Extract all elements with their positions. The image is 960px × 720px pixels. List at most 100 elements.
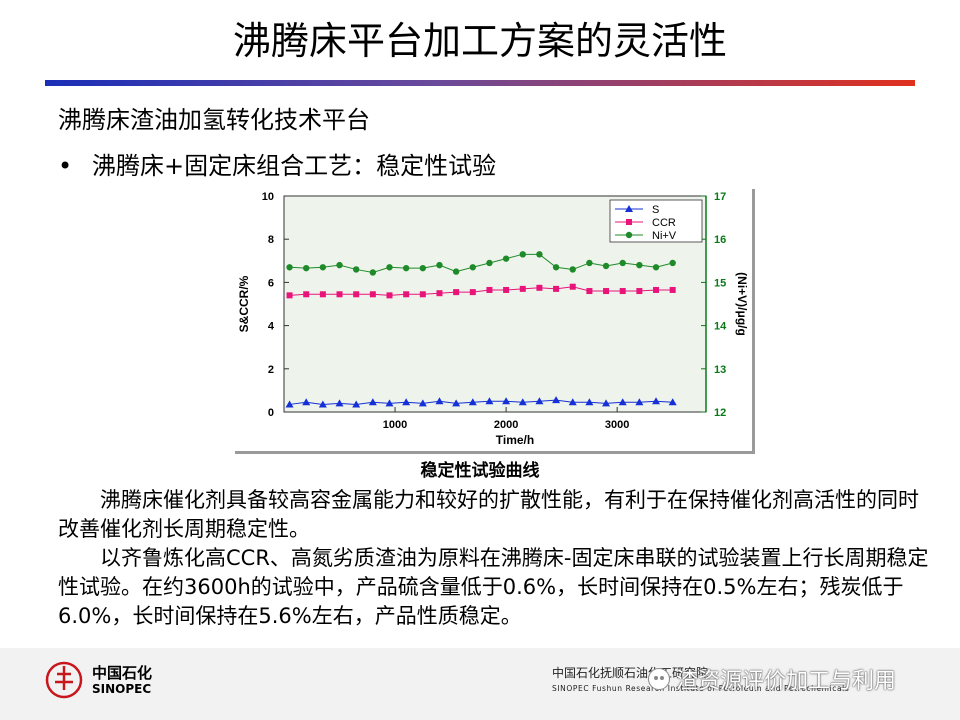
data-point (535, 397, 544, 405)
data-point (318, 400, 327, 408)
slide-title: 沸腾床平台加工方案的灵活性 (232, 19, 727, 63)
legend-label: Ni+V (652, 230, 677, 242)
data-point (386, 292, 393, 299)
data-point (402, 398, 411, 406)
legend-label: CCR (652, 217, 676, 229)
data-point (519, 285, 526, 292)
data-point (452, 399, 461, 407)
y-tick-label: 0 (268, 407, 274, 419)
sinopec-logo-icon (45, 661, 83, 699)
title-divider (45, 80, 915, 86)
data-point (619, 288, 626, 295)
paragraph-catalyst: 沸腾床催化剂具备较高容金属能力和较好的扩散性能，有利于在保持催化剂高活性的同时改… (58, 486, 938, 544)
x-tick-label: 1000 (383, 419, 407, 431)
paragraph-catalyst-text: 沸腾床催化剂具备较高容金属能力和较好的扩散性能，有利于在保持催化剂高活性的同时改… (58, 488, 919, 541)
data-point (568, 398, 577, 406)
data-point (468, 398, 477, 406)
data-point (669, 286, 676, 293)
chart-frame: 0 2 4 6 8 10 12 13 14 15 16 17 1000 2000 3000 Time/h S&C… (232, 186, 752, 451)
data-point (285, 400, 294, 408)
data-point (635, 398, 644, 406)
data-point (552, 264, 560, 271)
data-point (602, 262, 610, 270)
slide-footer (0, 648, 960, 720)
y-axis-label: S&CCR/% (237, 275, 251, 332)
data-point (668, 398, 677, 406)
data-point (386, 264, 393, 271)
data-point (336, 291, 343, 298)
legend-marker (625, 205, 633, 212)
data-point (653, 286, 660, 293)
bullet-symbol: • (58, 152, 73, 180)
data-point (303, 264, 310, 272)
data-point (486, 286, 493, 293)
bullet-text: 沸腾床+固定床组合工艺：稳定性试验 (92, 152, 497, 180)
data-point (336, 261, 343, 269)
y2-tick-label: 14 (714, 321, 727, 333)
legend-label: S (652, 204, 659, 216)
data-point (618, 398, 627, 406)
data-point (552, 396, 561, 404)
data-point (602, 399, 611, 407)
x-axis-label: Time/h (496, 433, 534, 447)
y2-tick-label: 16 (714, 234, 726, 246)
data-point (369, 269, 377, 276)
data-point (502, 255, 510, 262)
chart-caption: 稳定性试验曲线 (420, 461, 540, 481)
data-point (368, 398, 377, 406)
data-point (385, 399, 394, 407)
data-point (619, 259, 626, 267)
legend-marker (626, 219, 632, 225)
data-point (503, 286, 510, 293)
series-line (289, 399, 673, 405)
data-point (436, 290, 443, 297)
data-point (319, 291, 326, 298)
paragraph-test-text: 以齐鲁炼化高CCR、高氮劣质渣油为原料在沸腾床-固定床串联的试验装置上行长周期稳… (58, 546, 929, 628)
logo-english: SINOPEC (92, 682, 152, 696)
data-point (469, 289, 476, 296)
y2-tick-label: 17 (714, 191, 726, 203)
data-point (453, 289, 460, 296)
y2-tick-label: 15 (714, 277, 726, 289)
data-point (553, 285, 560, 292)
footer-org-english: SINOPEC Fushun Research Institute of Pet… (552, 684, 850, 693)
data-point (536, 251, 543, 258)
data-point (586, 259, 593, 267)
data-point (669, 259, 676, 267)
logo-chinese: 中国石化 (92, 664, 153, 682)
data-point (302, 398, 311, 406)
stability-chart: 0 2 4 6 8 10 12 13 14 15 16 17 1000 2000 3000 Time/h S&C… (237, 191, 749, 447)
data-point (402, 264, 410, 272)
data-point (419, 291, 426, 298)
data-point (585, 398, 594, 406)
wechat-watermark: 渣资源评价加工与利用 (648, 663, 896, 695)
data-point (486, 259, 493, 267)
data-point (652, 397, 661, 405)
data-point (536, 284, 543, 291)
data-point (652, 264, 660, 271)
data-point (519, 251, 526, 258)
data-point (335, 399, 344, 407)
data-point (303, 291, 310, 298)
data-point (352, 400, 361, 408)
y-tick-label: 10 (262, 191, 274, 203)
data-point (419, 264, 427, 272)
paragraph-test: 以齐鲁炼化高CCR、高氮劣质渣油为原料在沸腾床-固定床串联的试验装置上行长周期稳… (58, 544, 938, 631)
data-point (353, 291, 360, 298)
data-point (435, 397, 444, 405)
wechat-icon (648, 668, 670, 690)
x-tick-label: 2000 (494, 419, 518, 431)
data-point (636, 261, 643, 269)
data-point (436, 261, 443, 269)
data-point (586, 288, 593, 295)
data-point (502, 397, 511, 405)
data-point (603, 288, 610, 295)
data-point (569, 266, 576, 273)
watermark-text: 渣资源评价加工与利用 (676, 669, 897, 694)
y2-tick-label: 12 (714, 407, 726, 419)
data-point (518, 398, 527, 406)
data-point (286, 292, 293, 299)
data-point (469, 264, 476, 271)
data-point (403, 291, 410, 298)
bullet-item: • 沸腾床+固定床组合工艺：稳定性试验 (58, 146, 496, 181)
